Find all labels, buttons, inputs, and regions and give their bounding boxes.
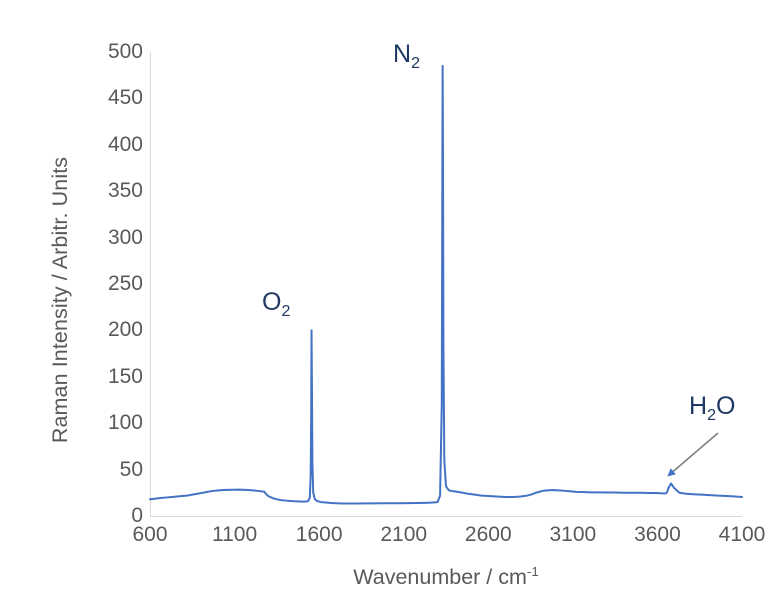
y-tick-label: 100 <box>107 411 143 435</box>
y-tick-label: 500 <box>107 40 143 63</box>
x-tick-label: 1600 <box>295 523 343 546</box>
y-tick-label: 0 <box>131 504 143 527</box>
y-tick-label: 450 <box>107 86 143 110</box>
x-axis-line <box>150 516 742 517</box>
series-plot-area <box>149 64 743 505</box>
y-axis-tick-labels: 0 50 100 150 200 250 300 350 400 450 500 <box>95 0 143 603</box>
x-axis-title: Wavenumber / cm-1 <box>150 565 742 590</box>
peak-label-n2: N2 <box>393 40 420 72</box>
x-tick-label: 2600 <box>464 523 512 546</box>
x-tick-label: 1100 <box>211 523 258 546</box>
y-tick-label: 300 <box>107 225 143 249</box>
x-tick-label: 2100 <box>380 523 428 546</box>
peak-label-h2o-subscript: 2 <box>707 407 716 424</box>
x-tick-label: 600 <box>132 523 168 546</box>
peak-label-n2-base: N <box>393 40 412 68</box>
peak-label-o2-subscript: 2 <box>281 303 291 320</box>
y-tick-label: 150 <box>107 364 143 388</box>
arrow-shaft <box>667 432 719 477</box>
peak-label-h2o-base: H <box>689 392 708 420</box>
y-tick-label: 200 <box>107 318 143 342</box>
peak-label-o2-base: O <box>262 288 282 316</box>
y-tick-label: 350 <box>107 179 143 203</box>
peak-label-h2o-base2: O <box>715 392 736 420</box>
x-tick-label: 3100 <box>549 523 597 546</box>
x-tick-label: 3600 <box>634 523 681 546</box>
peak-label-h2o: H2O <box>689 392 736 424</box>
x-axis-title-base: Wavenumber / cm <box>353 565 527 589</box>
y-tick-label: 250 <box>107 272 143 295</box>
h2o-annotation-arrow <box>667 432 719 477</box>
peak-label-n2-subscript: 2 <box>411 55 420 72</box>
x-axis-title-superscript: -1 <box>526 563 539 579</box>
x-tick-label: 4100 <box>718 523 766 546</box>
raman-spectrum-line <box>149 64 743 505</box>
y-axis-line <box>150 52 151 516</box>
peak-label-o2: O2 <box>262 288 291 320</box>
y-tick-label: 400 <box>107 132 143 156</box>
y-tick-label: 50 <box>119 457 143 481</box>
